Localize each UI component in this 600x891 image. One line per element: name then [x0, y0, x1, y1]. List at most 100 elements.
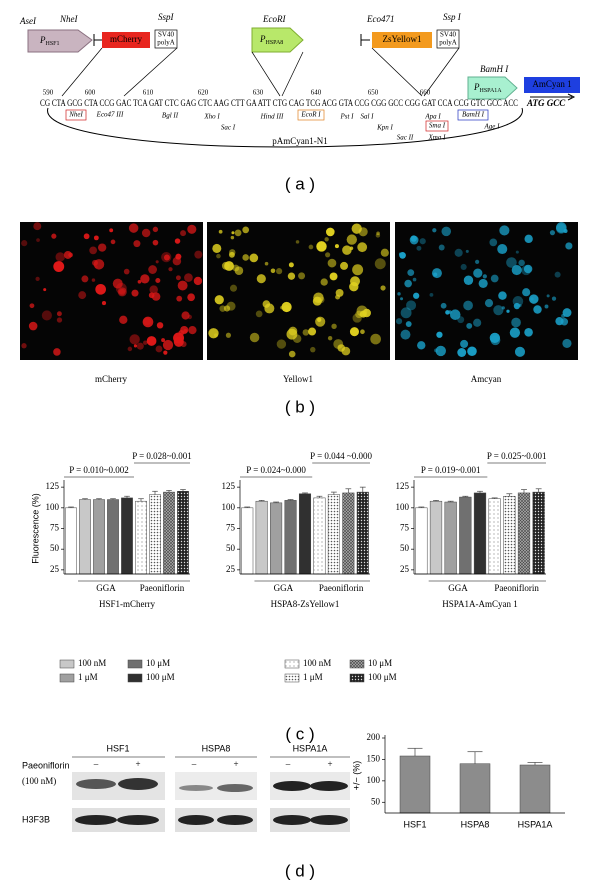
bar [177, 491, 189, 575]
legend-label: 100 nM [78, 658, 106, 668]
cell [155, 345, 163, 353]
plus-label: + [135, 759, 140, 769]
error-bar [82, 498, 88, 500]
cell [101, 301, 107, 306]
y-tick-label: 200 [367, 732, 381, 742]
y-axis-label: +/− (%) [351, 761, 361, 791]
cell [193, 276, 203, 286]
bar [459, 496, 472, 575]
cell [331, 323, 337, 330]
bar [399, 755, 431, 814]
p-value: P = 0.025~0.001 [487, 451, 547, 461]
gene-label: AmCyan 1 [532, 79, 571, 89]
cell [276, 339, 287, 349]
blot-label: HSPA8 [202, 743, 231, 753]
cell [174, 238, 181, 244]
cell [555, 317, 564, 326]
cell [264, 261, 269, 266]
cell [460, 339, 469, 348]
cell [152, 226, 159, 233]
polya-label: SV40 [158, 31, 174, 39]
restriction-site: Sac I [221, 124, 236, 132]
error-bar [152, 490, 158, 495]
cell [208, 328, 219, 339]
cell [83, 233, 90, 240]
cell [36, 238, 40, 242]
cell [482, 274, 487, 279]
plus-label: + [327, 759, 332, 769]
error-bar [407, 747, 423, 756]
cell [397, 292, 401, 296]
cell [56, 317, 63, 323]
error-bar [180, 489, 186, 492]
cell [329, 272, 338, 281]
cell [337, 344, 346, 352]
restriction-site: NheI [68, 111, 83, 119]
site-label: BamH I [480, 64, 509, 74]
y-tick-label: 25 [400, 564, 410, 574]
cell [463, 275, 474, 285]
cell [376, 231, 380, 236]
cell [515, 250, 519, 254]
cell [340, 261, 349, 270]
cell [117, 287, 127, 297]
bar [473, 492, 487, 575]
cell [163, 254, 170, 261]
legend-label: 10 μM [146, 658, 170, 668]
cell [360, 329, 365, 335]
restriction-site: Sac II [397, 134, 414, 142]
error-bar [96, 498, 102, 500]
cell [141, 228, 151, 238]
cell [156, 322, 164, 329]
sequence-end: ATG GCC [526, 98, 566, 108]
cell [127, 346, 133, 352]
cell [110, 239, 116, 245]
cell [312, 296, 322, 306]
cell [405, 321, 412, 327]
cell [63, 251, 72, 259]
x-axis-label: HSF1-mCherry [99, 599, 155, 609]
cell [546, 294, 550, 298]
cell [223, 305, 231, 312]
y-tick-label: 50 [400, 543, 410, 553]
bar [79, 499, 91, 575]
cell [41, 310, 52, 321]
bar [444, 501, 457, 575]
restriction-site: Eco47 III [96, 111, 124, 119]
y-tick-label: 125 [46, 481, 60, 491]
error-bar [273, 501, 279, 503]
cell [162, 339, 174, 351]
image-label: Yellow1 [283, 374, 313, 384]
cell [177, 280, 188, 291]
x-tick-label: HSPA1A [518, 819, 553, 829]
restriction-site: Sal I [360, 113, 374, 121]
promoter-label: PHSPA8 [259, 34, 283, 46]
cell [151, 292, 161, 301]
legend-swatch [127, 673, 143, 683]
cell [214, 295, 224, 305]
site-label: AseI [19, 16, 37, 26]
cell [380, 248, 389, 257]
error-bar [244, 506, 251, 508]
cell [400, 307, 412, 319]
cell [563, 228, 568, 234]
cell [128, 223, 139, 233]
legend-label: 1 μM [303, 672, 323, 682]
cell [374, 258, 386, 270]
y-tick-label: 75 [50, 523, 60, 533]
cell [524, 234, 533, 244]
group-label: Paeoniflorin [319, 583, 364, 593]
p-value: P = 0.044 ~0.000 [310, 451, 372, 461]
cell [187, 314, 192, 320]
cell [155, 278, 161, 284]
cell [400, 329, 411, 340]
cell [395, 318, 403, 325]
panel-label: ( b ) [285, 397, 315, 416]
bar [298, 493, 312, 575]
cell [438, 244, 445, 251]
y-tick-label: 150 [367, 753, 381, 763]
cell [219, 305, 226, 312]
legend-swatch [59, 673, 75, 683]
p-value: P = 0.019~0.001 [421, 465, 481, 475]
